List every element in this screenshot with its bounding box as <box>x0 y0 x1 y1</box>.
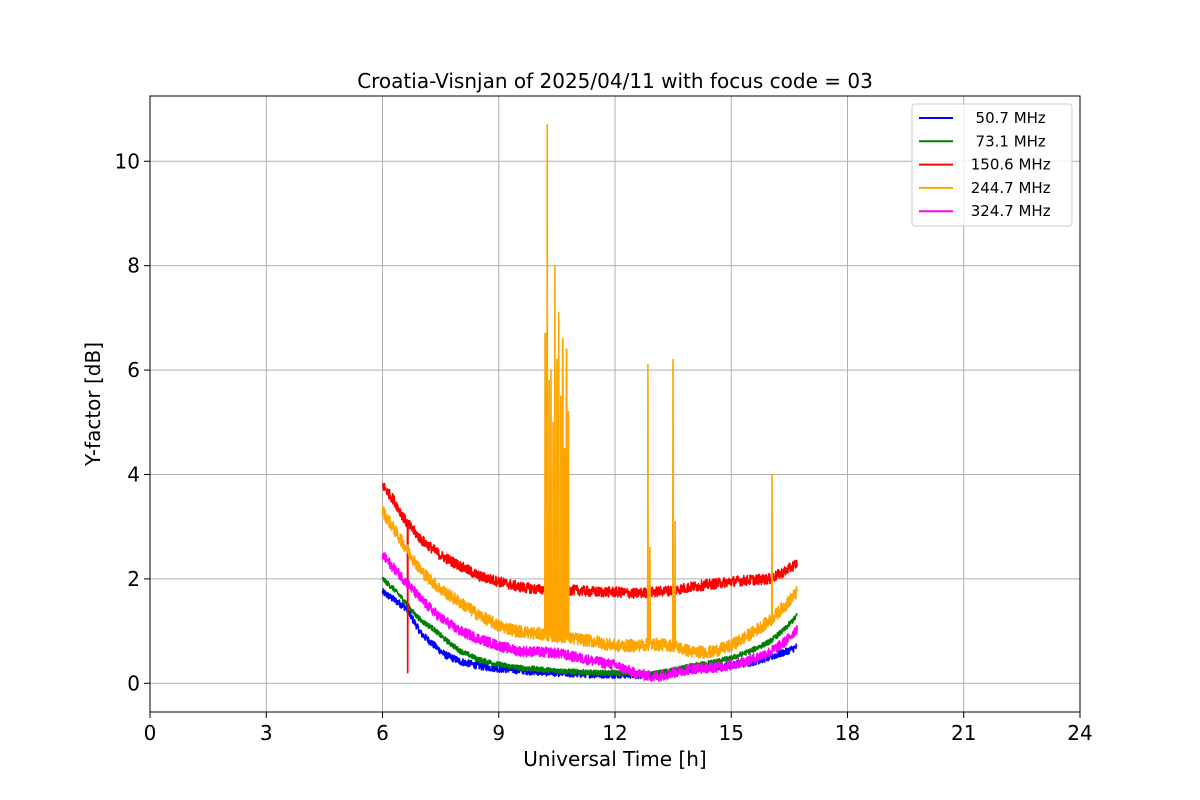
x-tick-label: 18 <box>835 721 860 745</box>
legend: 50.7 MHz 73.1 MHz 150.6 MHz 244.7 MHz 32… <box>911 103 1073 227</box>
x-tick-label: 6 <box>376 721 389 745</box>
y-axis: 0 2 4 6 8 10 <box>115 149 150 695</box>
chart-title: Croatia-Visnjan of 2025/04/11 with focus… <box>357 69 873 93</box>
legend-label-244-7-mhz: 244.7 MHz <box>966 179 1051 197</box>
legend-label-150-6-mhz: 150.6 MHz <box>966 156 1051 174</box>
x-tick-label: 24 <box>1067 721 1092 745</box>
legend-label-324-7-mhz: 324.7 MHz <box>966 202 1051 220</box>
x-tick-label: 12 <box>602 721 627 745</box>
y-tick-label: 10 <box>115 149 140 173</box>
x-axis: 0 3 6 9 12 15 18 21 24 <box>144 712 1093 745</box>
x-tick-label: 9 <box>492 721 505 745</box>
series-line-150-6-mhz <box>381 482 798 674</box>
x-axis-label: Universal Time [h] <box>523 747 706 771</box>
legend-box <box>911 103 1073 227</box>
x-tick-label: 21 <box>951 721 976 745</box>
legend-label-50-7-mhz: 50.7 MHz <box>966 109 1046 127</box>
series-line-73-1-mhz <box>381 576 798 678</box>
y-tick-label: 0 <box>127 671 140 695</box>
y-tick-label: 6 <box>127 358 140 382</box>
x-tick-label: 0 <box>144 721 157 745</box>
series-layer <box>381 123 798 682</box>
x-tick-label: 3 <box>260 721 273 745</box>
y-axis-label: Y-factor [dB] <box>81 342 105 467</box>
y-tick-label: 2 <box>127 567 140 591</box>
y-tick-label: 8 <box>127 254 140 278</box>
x-tick-label: 15 <box>719 721 744 745</box>
legend-label-73-1-mhz: 73.1 MHz <box>966 132 1046 150</box>
series-line-324-7-mhz <box>381 552 798 682</box>
series-line-244-7-mhz <box>381 123 798 660</box>
y-tick-label: 4 <box>127 462 140 486</box>
